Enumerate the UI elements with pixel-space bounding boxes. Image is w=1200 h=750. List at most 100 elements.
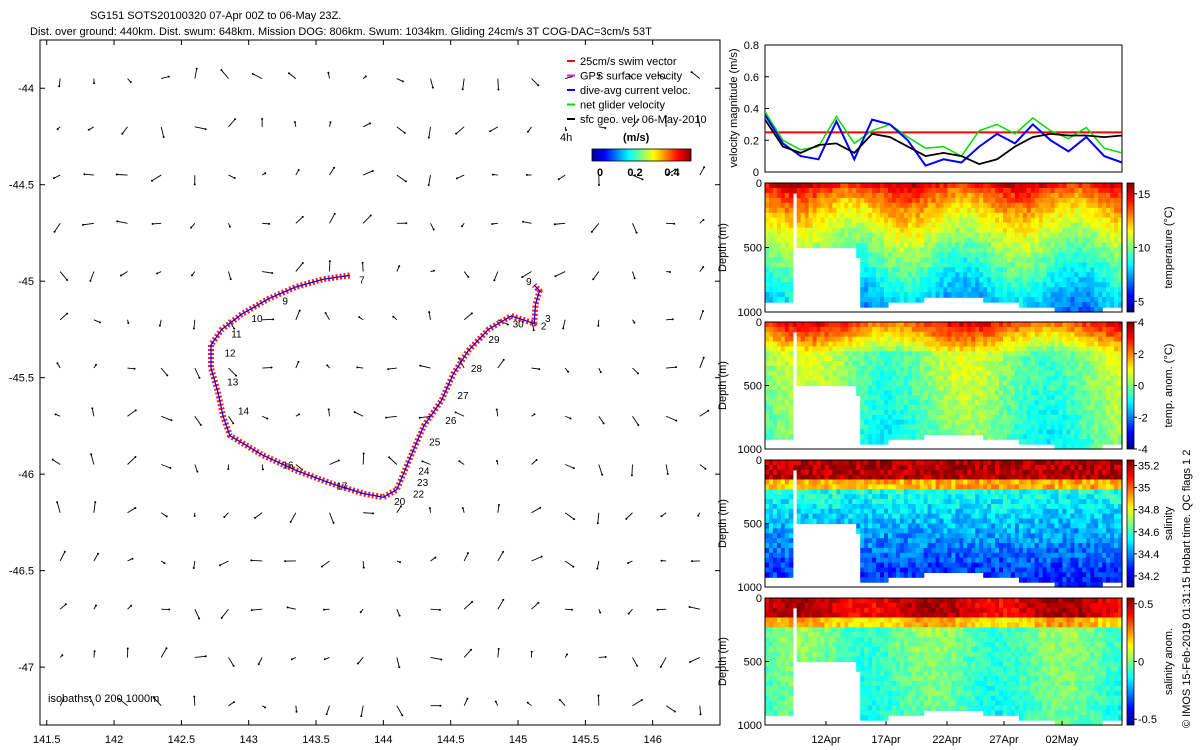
current-arrow-head [637,118,640,121]
current-arrow [117,220,128,224]
current-arrow-head [97,552,100,555]
current-arrow-head [284,560,287,563]
current-arrow [329,512,334,524]
map-xtick-label: 144 [374,734,392,746]
section-cells [765,460,1123,588]
current-arrow-head [232,701,235,704]
current-arrow-head [90,453,93,456]
section-panels: 0 500 1000 Depth (m) 15 10 5 temperature (°C) 0 5… [717,178,1175,732]
current-arrow [161,415,172,421]
current-arrow [666,318,673,321]
current-arrow-head [93,650,96,653]
time-tick-label: 27Apr [989,734,1019,746]
current-arrow [497,359,505,369]
current-arrow-head [633,321,636,324]
colorbar-label: salinity anom. [1163,628,1175,695]
current-arrow-head [521,276,524,279]
current-arrow [463,313,473,321]
current-arrow-head [232,664,235,667]
dive-label: 30 [513,320,525,331]
current-arrow-head [537,84,540,87]
current-arrow-head [199,423,202,426]
current-arrow [193,560,196,569]
current-arrow [493,271,499,281]
current-arrow-head [597,324,600,327]
current-arrow-head [522,220,525,223]
current-arrow [228,118,236,128]
current-arrow-head [418,416,421,419]
current-arrow-head [590,230,593,233]
current-arrow-head [633,277,636,280]
current-arrow-head [673,710,676,713]
current-arrow-head [630,474,633,477]
current-arrow-head [573,518,576,521]
current-arrow-head [566,653,569,656]
map-frame [39,39,721,726]
colorbar-tick-label: 34.6 [1138,527,1159,539]
current-arrow [632,119,639,128]
current-arrow-head [286,606,289,609]
current-arrow-head [660,559,663,562]
current-arrow [497,648,500,658]
current-arrow [120,271,128,276]
current-arrow-head [598,183,601,186]
current-arrow-head [54,413,57,416]
current-arrow [660,657,667,668]
current-arrow [93,502,96,513]
current-arrow [422,460,431,465]
current-arrow-head [56,362,59,365]
current-arrow-head [228,225,231,228]
legend-colorbar-unit: (m/s) [623,132,650,144]
current-arrow-head [604,126,607,129]
map-xtick-label: 142 [105,734,123,746]
current-arrow-head [358,316,361,319]
current-arrow-head [165,647,168,650]
current-arrow [93,553,99,562]
section-panel-3: 0 500 1000 Depth (m) 35.2 35 34.8 34.6 34.4 34.2 s… [717,455,1175,594]
current-arrow [598,416,604,424]
current-arrow-head [489,130,492,133]
current-arrow [59,313,68,321]
current-arrow-head [636,664,639,667]
current-arrow-head [232,422,235,425]
current-arrow-head [251,72,254,75]
current-arrow-head [301,262,304,265]
map-xtick-label: 144.5 [437,734,465,746]
current-arrow [632,367,639,374]
current-arrow-head [599,611,602,614]
current-arrow-head [98,321,101,324]
current-arrow [632,223,637,233]
current-arrow-head [494,700,497,703]
current-arrow-head [372,512,375,515]
colorbar-tick-label: 34.8 [1138,505,1159,517]
map-ytick-label: -46.5 [9,566,34,578]
legend-colorbar [591,148,692,162]
current-arrow-head [495,408,498,411]
current-arrow-head [321,565,324,568]
glider-track [208,272,543,501]
current-arrow-head [432,269,435,272]
colorbar-tick-label: 0 [1138,657,1144,669]
current-arrow-head [190,226,193,229]
dive-avg-current-line [765,114,1122,167]
current-arrow-head [664,115,667,118]
current-arrow [521,271,532,278]
current-arrow-head [91,407,94,410]
current-arrow-head [554,275,557,278]
current-arrow-head [434,556,437,559]
map-ytick-label: -44 [18,83,34,95]
current-arrow [161,464,171,469]
current-arrow-head [263,706,266,709]
legend-colorbar-tick: 0.2 [627,167,642,179]
dive-label: 11 [231,329,242,340]
time-tick-label: 22Apr [932,734,962,746]
current-arrow-head [353,411,356,414]
current-arrow [228,657,234,667]
net-glider-velocity-line [765,111,1122,158]
current-arrow [194,126,206,130]
current-arrow-head [636,372,639,375]
current-arrow-head [61,654,64,657]
colorbar-tick-label: 0.5 [1138,599,1153,611]
current-arrow [463,601,473,610]
